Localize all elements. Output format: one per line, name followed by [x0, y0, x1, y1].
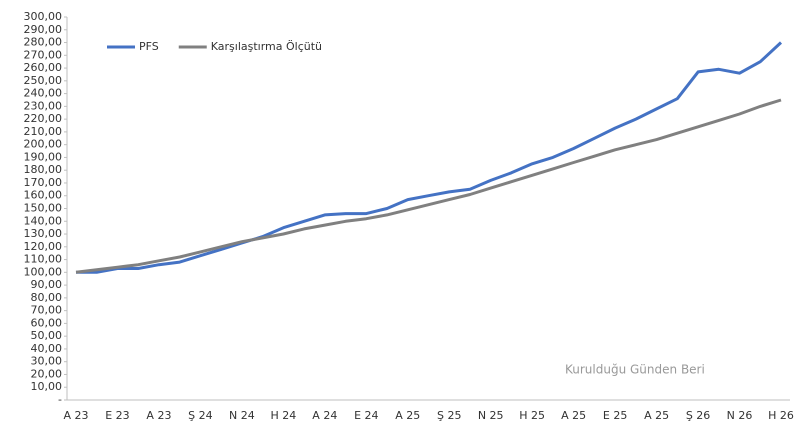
y-tick-label: 100,00 [24, 265, 63, 278]
y-tick-label: 170,00 [24, 176, 63, 189]
y-tick-label: 120,00 [24, 240, 63, 253]
y-tick-label: 130,00 [24, 227, 63, 240]
x-tick-label: N 25 [478, 409, 504, 422]
y-tick-label: 210,00 [24, 125, 63, 138]
y-tick-label: 10,00 [31, 380, 63, 393]
x-tick-label: Ş 26 [686, 409, 710, 422]
x-tick-label: H 26 [768, 409, 794, 422]
x-tick-label: A 23 [63, 409, 88, 422]
x-tick-label: E 25 [603, 409, 627, 422]
x-tick-label: A 23 [146, 409, 171, 422]
y-tick-label: 240,00 [24, 87, 63, 100]
y-tick-label: 20,00 [31, 367, 63, 380]
y-tick-label: 60,00 [31, 316, 63, 329]
x-tick-label: E 24 [354, 409, 378, 422]
y-tick-label: 200,00 [24, 138, 63, 151]
y-tick-label: 270,00 [24, 48, 63, 61]
y-tick-label: 260,00 [24, 61, 63, 74]
x-tick-label: E 23 [105, 409, 129, 422]
y-tick-label: 290,00 [24, 23, 63, 36]
x-tick-label: A 24 [312, 409, 337, 422]
x-tick-label: A 25 [644, 409, 669, 422]
y-tick-label: 180,00 [24, 163, 63, 176]
y-tick-label: 140,00 [24, 214, 63, 227]
x-tick-label: A 25 [561, 409, 586, 422]
y-tick-label: - [58, 393, 62, 406]
y-tick-label: 280,00 [24, 36, 63, 49]
y-tick-label: 230,00 [24, 99, 63, 112]
x-tick-label: H 25 [519, 409, 545, 422]
x-tick-label: N 26 [727, 409, 753, 422]
x-tick-label: A 25 [395, 409, 420, 422]
y-tick-label: 70,00 [31, 304, 63, 317]
y-tick-label: 250,00 [24, 74, 63, 87]
annotation: Kurulduğu Günden Beri [565, 363, 705, 377]
x-tick-label: N 24 [229, 409, 255, 422]
y-tick-label: 160,00 [24, 189, 63, 202]
y-tick-label: 300,00 [24, 10, 63, 23]
x-tick-label: H 24 [270, 409, 296, 422]
y-tick-label: 40,00 [31, 342, 63, 355]
y-tick-label: 50,00 [31, 329, 63, 342]
y-tick-label: 220,00 [24, 112, 63, 125]
y-tick-label: 90,00 [31, 278, 63, 291]
x-tick-label: Ş 25 [437, 409, 461, 422]
y-tick-label: 190,00 [24, 150, 63, 163]
line-series [76, 41, 783, 274]
y-tick-label: 80,00 [31, 291, 63, 304]
line-series [75, 98, 782, 274]
y-tick-label: 150,00 [24, 202, 63, 215]
legend-label: Karşılaştırma Ölçütü [211, 40, 322, 53]
legend-label: PFS [139, 40, 159, 53]
y-tick-label: 110,00 [24, 253, 63, 266]
y-tick-label: 30,00 [31, 355, 63, 368]
x-tick-label: Ş 24 [188, 409, 212, 422]
